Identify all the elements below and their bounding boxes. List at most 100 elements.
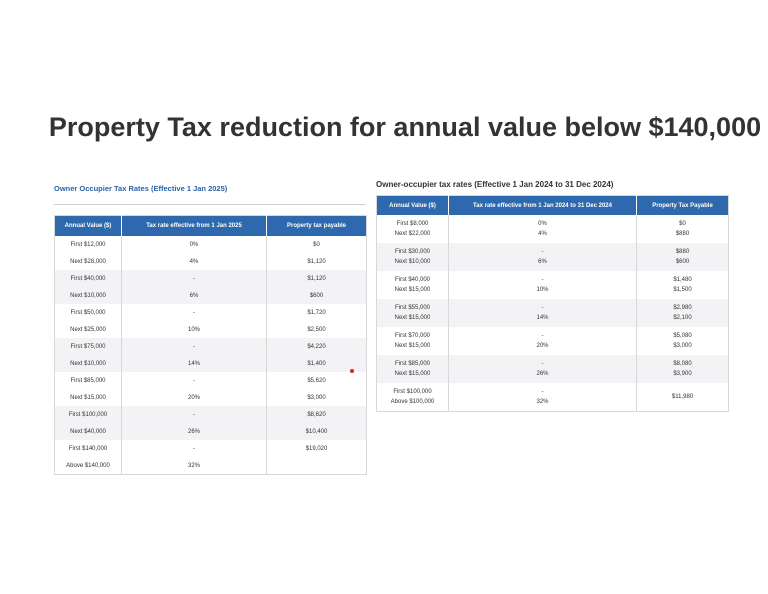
cell-line: - — [541, 305, 544, 311]
cell-line: 0% — [538, 221, 547, 227]
annual-value-cell: First $40,000 — [54, 270, 122, 287]
annual-value-cell: Next $28,000 — [54, 253, 122, 270]
tax-rate-cell: 0% 4% — [448, 215, 637, 243]
tax-rate-cell: 26% — [121, 423, 267, 440]
tax-rate-cell: - 26% — [448, 355, 637, 383]
cell-line: First $85,000 — [394, 361, 431, 367]
table-row: Next $15,000 20% $3,000 — [54, 389, 367, 406]
cell-line: Next $15,000 — [394, 343, 431, 349]
right-table-caption: Owner-occupier tax rates (Effective 1 Ja… — [376, 180, 614, 189]
cell-line: Next $15,000 — [394, 287, 431, 293]
annual-value-cell: First $50,000 — [54, 304, 122, 321]
tax-payable-cell: $2,980 $2,100 — [636, 299, 729, 327]
table-row: Next $40,000 26% $10,400 — [54, 423, 367, 440]
tax-payable-cell: $880 $600 — [636, 243, 729, 271]
annual-value-cell: First $140,000 — [54, 440, 122, 457]
tax-rate-cell: 0% — [121, 236, 267, 253]
cell-line: 26% — [536, 371, 549, 377]
column-header-tax-payable: Property tax payable — [266, 215, 367, 236]
tax-rate-cell: - — [121, 270, 267, 287]
annual-value-cell: Next $40,000 — [54, 423, 122, 440]
tax-payable-cell: $600 — [266, 287, 367, 304]
tax-payable-cell: $11,980 — [636, 383, 729, 412]
table-row: First $50,000- $1,720 — [54, 304, 367, 321]
annual-value-cell: First $55,000 Next $15,000 — [376, 299, 449, 327]
table-row: First $55,000 Next $15,000 - 14% $2,980 $2,10… — [376, 299, 729, 327]
cell-line: 10% — [536, 287, 549, 293]
table-row: First $100,000 Above $100,000 - 32% $11,980 — [376, 383, 729, 412]
tax-rate-cell: 10% — [121, 321, 267, 338]
table-row: First $75,000- $4,220 — [54, 338, 367, 355]
tax-rate-cell: - — [121, 338, 267, 355]
cell-line: - — [541, 361, 544, 367]
pointer-dot — [350, 369, 354, 373]
annual-value-cell: First $100,000 — [54, 406, 122, 423]
annual-value-cell: Next $10,000 — [54, 355, 122, 372]
annual-value-cell: Above $140,000 — [54, 457, 122, 475]
caption-divider — [54, 204, 366, 205]
annual-value-cell: First $12,000 — [54, 236, 122, 253]
annual-value-cell: Next $10,000 — [54, 287, 122, 304]
table-row: First $85,000 Next $15,000 - 26% $8,080 $3,90… — [376, 355, 729, 383]
owner-occupier-rates-2024-table: Annual Value ($) Tax rate effective from… — [376, 195, 729, 412]
cell-line: $1,500 — [673, 287, 692, 293]
table-row: Next $10,000 14% $1,400 — [54, 355, 367, 372]
tax-payable-cell: $1,720 — [266, 304, 367, 321]
tax-rate-cell: - 14% — [448, 299, 637, 327]
table-row: First $70,000 Next $15,000 - 20% $5,080 $3,00… — [376, 327, 729, 355]
tax-rate-cell: - 10% — [448, 271, 637, 299]
annual-value-cell: First $70,000 Next $15,000 — [376, 327, 449, 355]
tax-rate-cell: 32% — [121, 457, 267, 475]
column-header-annual-value: Annual Value ($) — [376, 195, 449, 215]
tax-rate-cell: 20% — [121, 389, 267, 406]
cell-line: First $70,000 — [394, 333, 431, 339]
tax-payable-cell: $8,620 — [266, 406, 367, 423]
tax-payable-cell: $10,400 — [266, 423, 367, 440]
table-row: First $140,000- $19,020 — [54, 440, 367, 457]
cell-line: - — [541, 333, 544, 339]
cell-line: Above $100,000 — [390, 399, 435, 405]
tax-rate-cell: - 6% — [448, 243, 637, 271]
tax-rate-cell: - 20% — [448, 327, 637, 355]
tax-payable-cell: $5,620 — [266, 372, 367, 389]
tax-payable-cell: $0 — [266, 236, 367, 253]
annual-value-cell: Next $25,000 — [54, 321, 122, 338]
cell-line: First $100,000 — [393, 389, 432, 395]
cell-line: Next $22,000 — [394, 231, 431, 237]
cell-line: - — [541, 389, 544, 395]
table-header-row: Annual Value ($) Tax rate effective from… — [376, 195, 729, 215]
column-header-tax-rate: Tax rate effective from 1 Jan 2024 to 31… — [448, 195, 637, 215]
tax-payable-cell: $19,020 — [266, 440, 367, 457]
cell-line: $880 — [675, 249, 690, 255]
cell-line: $2,100 — [673, 315, 692, 321]
tax-payable-cell: $8,080 $3,900 — [636, 355, 729, 383]
column-header-tax-rate: Tax rate effective from 1 Jan 2025 — [121, 215, 267, 236]
cell-line: $5,080 — [673, 333, 692, 339]
tax-rate-cell: - 32% — [448, 383, 637, 412]
table-row: Next $10,000 6% $600 — [54, 287, 367, 304]
tax-payable-cell: $3,000 — [266, 389, 367, 406]
annual-value-cell: First $30,000 Next $10,000 — [376, 243, 449, 271]
cell-line: $11,980 — [671, 394, 694, 400]
table-row: First $30,000 Next $10,000 - 6% $880 $600 — [376, 243, 729, 271]
table-row: First $85,000- $5,620 — [54, 372, 367, 389]
cell-line: 20% — [536, 343, 549, 349]
table-row: First $8,000 Next $22,000 0% 4% $0 $880 — [376, 215, 729, 243]
annual-value-cell: First $40,000 Next $15,000 — [376, 271, 449, 299]
cell-line: $3,000 — [673, 343, 692, 349]
tax-payable-cell: $4,220 — [266, 338, 367, 355]
tax-payable-cell: $1,480 $1,500 — [636, 271, 729, 299]
cell-line: Next $10,000 — [394, 259, 431, 265]
cell-line: $3,900 — [673, 371, 692, 377]
annual-value-cell: First $85,000 Next $15,000 — [376, 355, 449, 383]
annual-value-cell: First $75,000 — [54, 338, 122, 355]
tax-rate-cell: 14% — [121, 355, 267, 372]
tax-rate-cell: - — [121, 440, 267, 457]
cell-line: $2,980 — [673, 305, 692, 311]
tax-payable-cell: $1,400 — [266, 355, 367, 372]
annual-value-cell: First $85,000 — [54, 372, 122, 389]
slide-title: Property Tax reduction for annual value … — [48, 112, 762, 142]
cell-line: Next $15,000 — [394, 315, 431, 321]
cell-line: 14% — [536, 315, 549, 321]
cell-line: $600 — [675, 259, 690, 265]
